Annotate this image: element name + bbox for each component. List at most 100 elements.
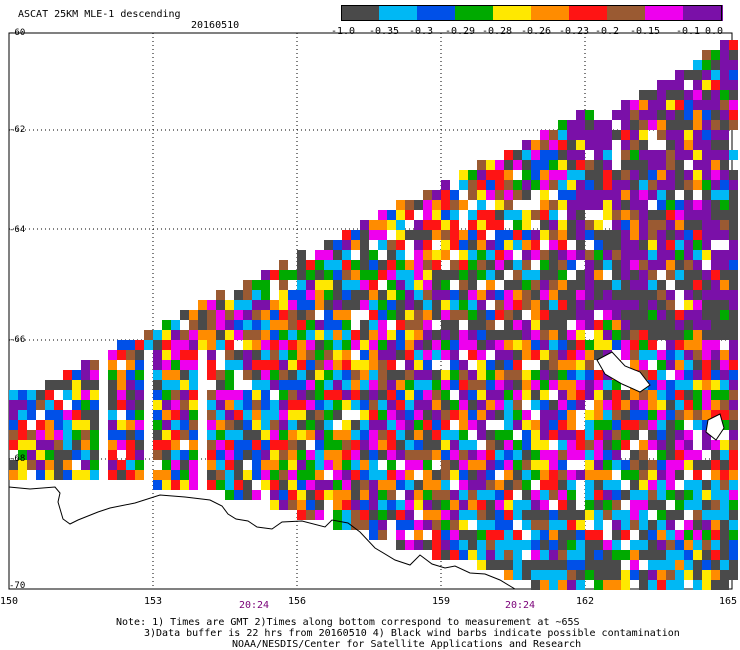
data-cell [612,430,621,440]
data-cell [684,210,693,220]
data-cell [585,560,594,570]
data-cell [648,540,657,550]
data-cell [531,310,540,320]
data-cell [585,190,594,200]
data-cell [405,540,414,550]
data-cell [666,540,675,550]
data-cell [540,160,549,170]
data-cell [549,150,558,160]
data-cell [657,230,666,240]
data-cell [630,460,639,470]
note-line-2: 3)Data buffer is 22 hrs from 20160510 4)… [144,628,680,639]
data-cell [594,450,603,460]
data-cell [135,360,144,370]
data-cell [558,580,567,590]
data-cell [702,390,711,400]
data-cell [666,240,675,250]
data-cell [126,380,135,390]
data-cell [297,260,306,270]
data-cell [729,540,738,550]
data-cell [720,130,729,140]
data-cell [378,330,387,340]
data-cell [675,120,684,130]
data-cell [684,360,693,370]
data-cell [702,500,711,510]
data-cell [396,480,405,490]
data-cell [153,410,162,420]
colorbar-swatch [493,5,531,21]
data-cell [612,300,621,310]
data-cell [711,260,720,270]
data-cell [315,440,324,450]
data-cell [657,100,666,110]
data-cell [306,400,315,410]
data-cell [405,410,414,420]
data-cell [486,550,495,560]
data-cell [378,380,387,390]
data-cell [459,520,468,530]
data-cell [333,400,342,410]
data-cell [378,260,387,270]
data-cell [567,290,576,300]
data-cell [342,400,351,410]
data-cell [162,440,171,450]
data-cell [549,380,558,390]
data-cell [585,370,594,380]
data-cell [693,370,702,380]
data-cell [279,460,288,470]
data-cell [531,140,540,150]
data-cell [369,390,378,400]
data-cell [522,330,531,340]
data-cell [729,500,738,510]
data-cell [270,490,279,500]
data-cell [225,320,234,330]
data-cell [450,540,459,550]
data-cell [324,480,333,490]
data-cell [297,330,306,340]
data-cell [558,140,567,150]
data-cell [702,150,711,160]
data-cell [603,430,612,440]
data-cell [504,250,513,260]
data-cell [441,310,450,320]
data-cell [522,240,531,250]
data-cell [729,360,738,370]
data-cell [684,110,693,120]
data-cell [324,390,333,400]
data-cell [423,460,432,470]
data-cell [621,490,630,500]
data-cell [234,400,243,410]
data-cell [279,350,288,360]
data-cell [450,450,459,460]
data-cell [594,260,603,270]
data-cell [18,420,27,430]
data-cell [468,300,477,310]
data-cell [378,240,387,250]
data-cell [603,200,612,210]
data-cell [576,300,585,310]
data-cell [711,570,720,580]
data-cell [648,260,657,270]
data-cell [594,250,603,260]
data-cell [72,380,81,390]
data-cell [423,540,432,550]
data-cell [540,490,549,500]
data-cell [684,490,693,500]
data-cell [351,380,360,390]
colorbar-label: -0.29 [444,26,476,37]
data-cell [702,420,711,430]
data-cell [639,140,648,150]
data-cell [657,320,666,330]
data-cell [477,200,486,210]
data-cell [630,260,639,270]
data-cell [693,270,702,280]
data-cell [441,370,450,380]
data-cell [360,280,369,290]
data-cell [432,350,441,360]
colorbar-swatch [569,5,607,21]
data-cell [153,360,162,370]
data-cell [369,530,378,540]
data-cell [450,300,459,310]
data-cell [279,400,288,410]
data-cell [558,390,567,400]
